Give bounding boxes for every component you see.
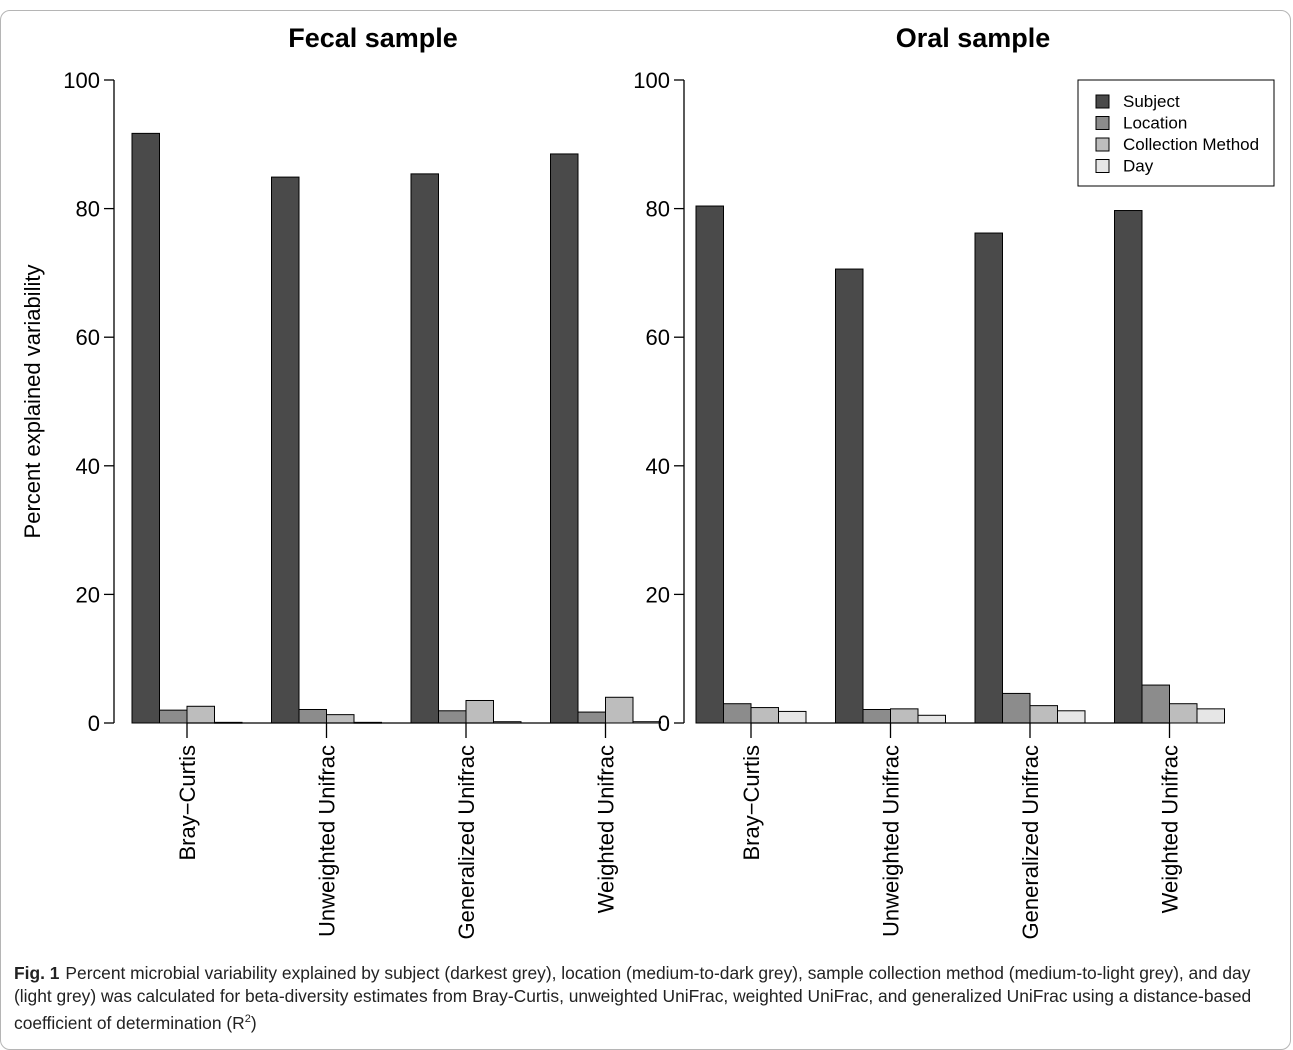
y-axis-title: Percent explained variability [20, 265, 45, 539]
legend-entry: Collection Method [1123, 135, 1259, 154]
y-tick-label: 60 [76, 325, 100, 350]
bar [410, 173, 439, 724]
bar [917, 714, 946, 724]
bar [974, 232, 1003, 724]
bar [1002, 692, 1031, 724]
y-tick-label: 100 [633, 68, 670, 93]
x-tick-label: Weighted Unifrac [1158, 745, 1183, 913]
bar [695, 205, 724, 724]
x-tick-label: Generalized Unifrac [454, 745, 479, 939]
bar [1057, 710, 1086, 724]
y-tick-label: 0 [658, 711, 670, 736]
caption-closing: ) [250, 1012, 257, 1033]
y-tick-label: 100 [63, 68, 100, 93]
bar [577, 711, 606, 724]
bar [862, 708, 891, 724]
bar [159, 709, 188, 724]
x-tick-label: Bray−Curtis [739, 745, 764, 861]
bar [890, 708, 919, 724]
bar [326, 714, 355, 724]
bar [750, 707, 779, 724]
bar [186, 705, 215, 724]
bar [298, 708, 327, 724]
legend-entry: Location [1123, 114, 1187, 133]
x-tick-label: Bray−Curtis [175, 745, 200, 861]
legend-box [1077, 79, 1275, 187]
bar [1169, 703, 1198, 724]
y-tick-label: 40 [646, 454, 670, 479]
y-tick-label: 20 [646, 582, 670, 607]
bar [550, 153, 579, 724]
bar [465, 699, 494, 724]
y-tick-label: 0 [88, 711, 100, 736]
bar [1141, 684, 1170, 724]
bar [835, 268, 864, 724]
legend-entry: Day [1123, 157, 1154, 176]
bar [1196, 708, 1225, 724]
y-tick-label: 40 [76, 454, 100, 479]
bar [778, 710, 807, 724]
bar [271, 176, 300, 724]
caption-text: Percent microbial variability explained … [14, 963, 1252, 1033]
bar [1029, 705, 1058, 724]
y-tick-label: 80 [646, 197, 670, 222]
y-tick-label: 60 [646, 325, 670, 350]
chart-title: Oral sample [896, 23, 1051, 53]
bar [1114, 210, 1143, 724]
y-tick-label: 20 [76, 582, 100, 607]
x-tick-label: Unweighted Unifrac [879, 745, 904, 937]
bar [632, 721, 661, 724]
chart-title: Fecal sample [288, 23, 458, 53]
legend-swatch [1095, 116, 1110, 130]
legend-swatch [1095, 137, 1110, 152]
legend-swatch [1095, 94, 1110, 109]
caption-superscript: 2 [244, 1013, 251, 1025]
x-tick-label: Weighted Unifrac [594, 745, 619, 913]
y-tick-label: 80 [76, 197, 100, 222]
caption-label: Fig. 1 [14, 963, 60, 983]
bar [723, 703, 752, 724]
bar [438, 710, 467, 724]
legend-swatch [1095, 159, 1110, 173]
legend-entry: Subject [1123, 92, 1180, 111]
figure-chart-area: Fecal sample 0 20 40 60 80 100 Percent explaine… [20, 23, 1275, 939]
figure-caption: Fig. 1 Percent microbial variability expl… [14, 962, 1280, 1035]
x-tick-label: Generalized Unifrac [1018, 745, 1043, 939]
bar [131, 132, 160, 724]
x-tick-label: Unweighted Unifrac [315, 745, 340, 937]
bar [605, 696, 634, 724]
